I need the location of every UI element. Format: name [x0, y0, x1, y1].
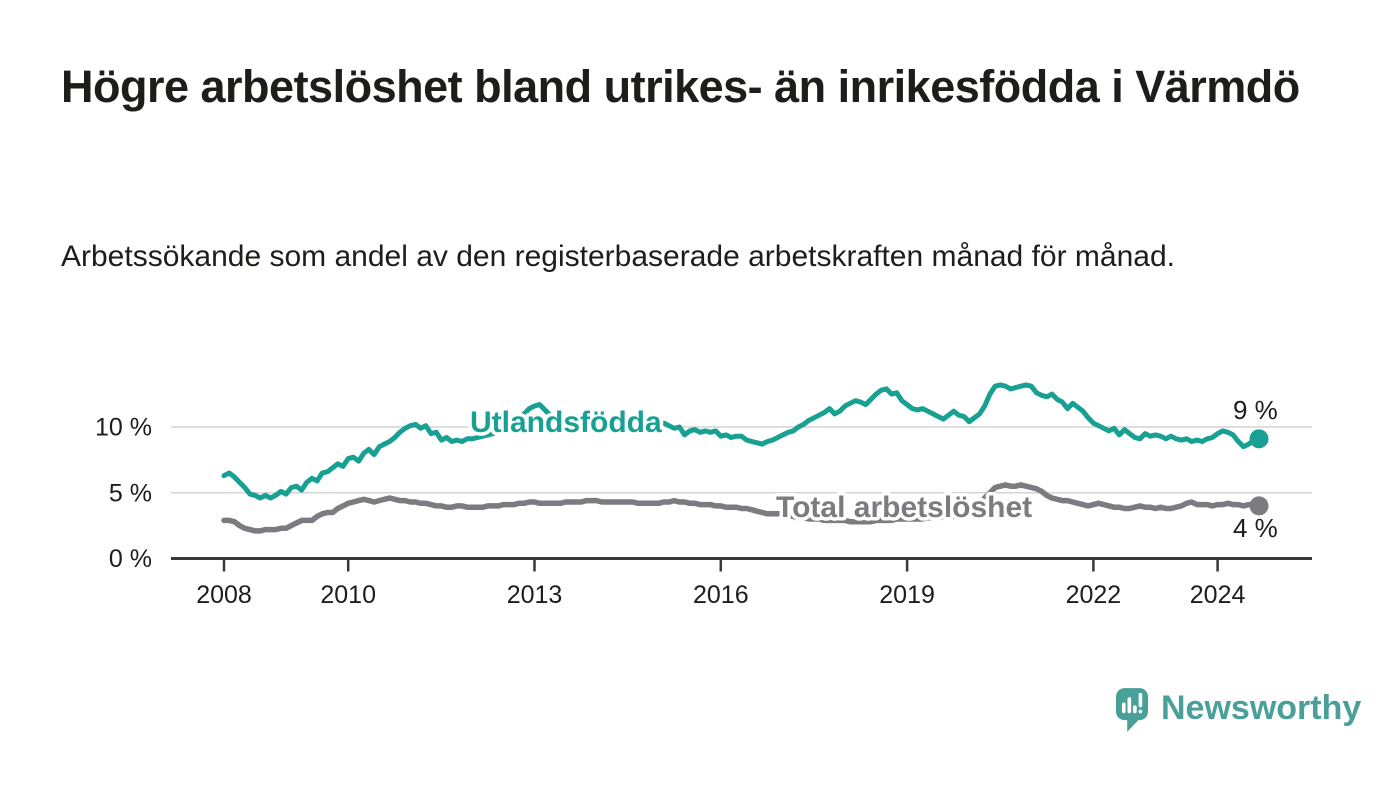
- chart-subtitle: Arbetssökande som andel av den registerb…: [61, 240, 1175, 273]
- series-label-utlandsfodda: Utlandsfödda: [470, 406, 662, 439]
- x-tick-label: 2022: [1066, 581, 1122, 609]
- end-value-total: 4 %: [1233, 513, 1278, 543]
- chart-title: Högre arbetslöshet bland utrikes- än inr…: [61, 61, 1300, 112]
- y-axis-labels: 0 % 5 % 10 %: [95, 414, 152, 574]
- x-tick-label: 2019: [879, 581, 935, 609]
- y-tick-label: 0 %: [109, 545, 152, 573]
- x-axis-ticks: [222, 560, 1219, 572]
- series-label-total: Total arbetslöshet: [776, 491, 1032, 524]
- newsworthy-logo: Newsworthy: [1116, 688, 1361, 732]
- x-tick-label: 2024: [1190, 581, 1246, 609]
- end-value-utlandsfodda: 9 %: [1233, 395, 1278, 425]
- logo-wordmark: Newsworthy: [1161, 689, 1362, 727]
- x-tick-label: 2010: [320, 581, 376, 609]
- y-tick-label: 5 %: [109, 479, 152, 507]
- exclamation-bar: [1138, 692, 1143, 708]
- x-tick-label: 2008: [196, 581, 252, 609]
- exclamation-dot: [1138, 709, 1143, 714]
- x-tick-label: 2016: [693, 581, 749, 609]
- y-tick-label: 10 %: [95, 414, 152, 442]
- series-line-total: [221, 482, 1262, 534]
- newsworthy-speech-bubble-chart-icon: [1116, 688, 1148, 732]
- bar-chart-glyph: [1121, 692, 1143, 714]
- x-tick-label: 2013: [507, 581, 563, 609]
- gridlines: [171, 426, 1312, 560]
- end-dot-total: [1249, 496, 1269, 516]
- series-line-utlandsfodda: [221, 382, 1262, 501]
- end-dot-utlandsfodda: [1249, 429, 1269, 449]
- speech-bubble-shape: [1116, 688, 1148, 732]
- x-axis-labels: 2008 2010 2013 2016 2019 2022 2024: [196, 581, 1245, 609]
